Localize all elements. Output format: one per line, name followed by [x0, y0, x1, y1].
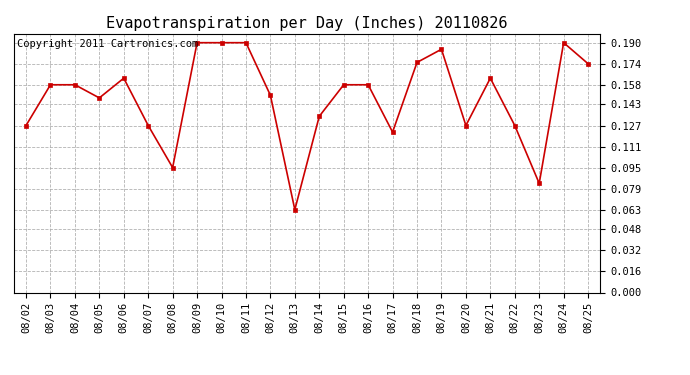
Title: Evapotranspiration per Day (Inches) 20110826: Evapotranspiration per Day (Inches) 2011… [106, 16, 508, 31]
Text: Copyright 2011 Cartronics.com: Copyright 2011 Cartronics.com [17, 39, 198, 49]
